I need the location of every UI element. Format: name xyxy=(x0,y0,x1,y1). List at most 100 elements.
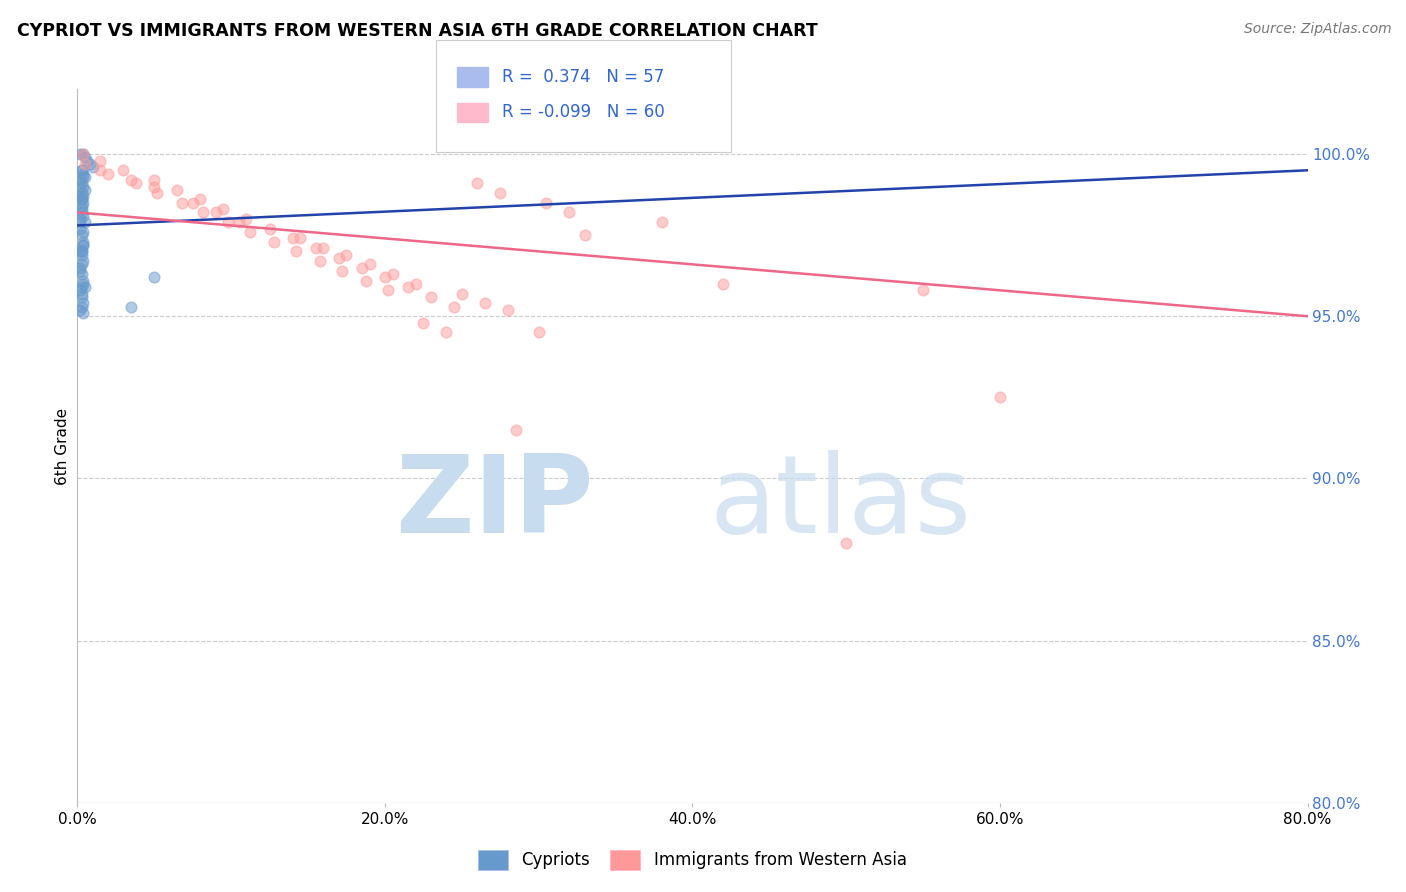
Point xyxy=(97,167,120,181)
Point xyxy=(377,283,399,297)
Point xyxy=(72,274,94,288)
Text: atlas: atlas xyxy=(709,450,972,556)
Point xyxy=(212,202,235,217)
Point xyxy=(574,228,596,243)
Point xyxy=(73,150,96,164)
Point xyxy=(312,241,335,255)
Point xyxy=(70,228,93,243)
Point xyxy=(73,169,96,184)
Point xyxy=(988,390,1011,404)
Point xyxy=(89,163,111,178)
Point xyxy=(70,205,93,219)
Point xyxy=(284,244,307,259)
Point xyxy=(474,296,496,310)
Point xyxy=(73,183,96,197)
Point xyxy=(335,247,357,261)
Point xyxy=(70,286,93,301)
Point xyxy=(125,176,148,190)
Point xyxy=(359,257,381,271)
Point xyxy=(465,176,488,190)
Point xyxy=(70,257,93,271)
Point xyxy=(69,173,91,187)
Text: ZIP: ZIP xyxy=(395,450,595,556)
Point xyxy=(70,186,93,200)
Point xyxy=(912,283,935,297)
Point xyxy=(73,215,96,229)
Point xyxy=(204,205,226,219)
Point xyxy=(70,193,93,207)
Point xyxy=(381,267,404,281)
Point xyxy=(70,244,93,259)
Point xyxy=(217,215,239,229)
Point xyxy=(405,277,427,291)
Point xyxy=(73,157,96,171)
Point xyxy=(558,205,581,219)
Point xyxy=(505,423,527,437)
Point xyxy=(70,163,93,178)
Point xyxy=(70,202,93,217)
Point xyxy=(143,270,166,285)
Point xyxy=(112,163,135,178)
Point xyxy=(239,225,262,239)
Point xyxy=(70,300,93,314)
Point xyxy=(72,169,94,184)
Point xyxy=(496,302,519,317)
Point xyxy=(72,179,94,194)
Point xyxy=(835,536,858,550)
Point xyxy=(193,205,215,219)
Point xyxy=(120,173,142,187)
Point xyxy=(72,225,94,239)
Point xyxy=(70,290,93,304)
Point xyxy=(76,153,98,168)
Point xyxy=(72,238,94,252)
Point xyxy=(146,186,169,200)
Point xyxy=(69,179,91,194)
Point xyxy=(69,302,91,317)
Point xyxy=(70,280,93,294)
Legend: Cypriots, Immigrants from Western Asia: Cypriots, Immigrants from Western Asia xyxy=(471,843,914,877)
Point xyxy=(73,280,96,294)
Point xyxy=(69,283,91,297)
Point xyxy=(72,147,94,161)
Point xyxy=(69,211,91,226)
Point xyxy=(412,316,434,330)
Point xyxy=(72,235,94,249)
Point xyxy=(350,260,373,275)
Point xyxy=(70,199,93,213)
Point xyxy=(235,211,257,226)
Point xyxy=(166,183,188,197)
Point xyxy=(70,244,93,259)
Point xyxy=(69,264,91,278)
Point xyxy=(328,251,350,265)
Point xyxy=(536,195,558,210)
Point xyxy=(259,221,281,235)
Point xyxy=(356,274,378,288)
Point xyxy=(69,260,91,275)
Point xyxy=(79,157,101,171)
Point xyxy=(396,280,419,294)
Point xyxy=(436,326,458,340)
Point xyxy=(69,189,91,203)
Point xyxy=(72,195,94,210)
Point xyxy=(82,160,104,174)
Point xyxy=(89,153,111,168)
Point xyxy=(70,267,93,281)
Point xyxy=(72,209,94,223)
Point xyxy=(305,241,328,255)
Point xyxy=(69,147,91,161)
Point xyxy=(420,290,443,304)
Point xyxy=(70,176,93,190)
Point xyxy=(143,173,166,187)
Point xyxy=(228,215,250,229)
Point xyxy=(72,277,94,291)
Point xyxy=(69,244,91,259)
Point xyxy=(72,167,94,181)
Point xyxy=(711,277,734,291)
Point xyxy=(330,264,353,278)
Point xyxy=(263,235,285,249)
Point xyxy=(170,195,193,210)
Point xyxy=(281,231,304,245)
Point xyxy=(72,306,94,320)
Point xyxy=(69,215,91,229)
Point xyxy=(190,193,212,207)
